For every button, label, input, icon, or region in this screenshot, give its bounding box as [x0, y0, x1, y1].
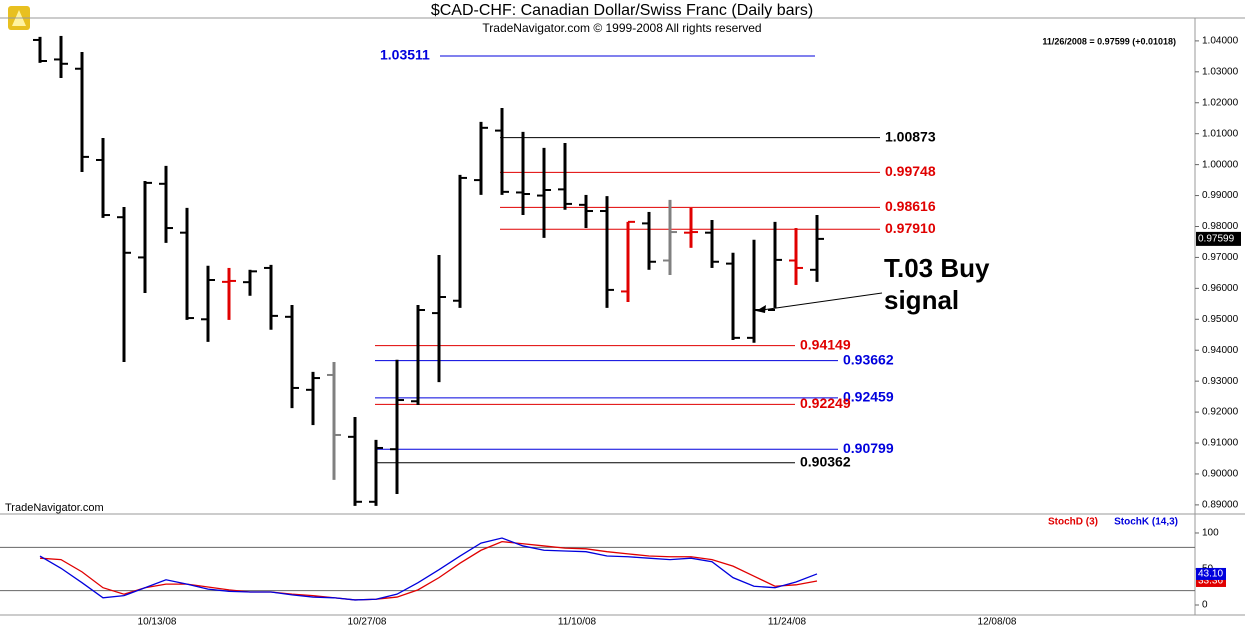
chart-title: $CAD-CHF: Canadian Dollar/Swiss Franc (D…: [431, 2, 813, 19]
level-label: 0.99748: [885, 163, 936, 179]
legend-label: StochD (3): [1048, 517, 1098, 528]
y-tick-label: 1.03000: [1202, 66, 1239, 77]
y-tick-label: 0.90000: [1202, 469, 1239, 480]
stoch-line: [39, 537, 818, 601]
value-label: 43.10: [1198, 569, 1223, 580]
x-tick-label: 12/08/08: [978, 617, 1017, 628]
y-tick-label: 1.00000: [1202, 159, 1239, 170]
y-tick-label: 0: [1202, 600, 1208, 611]
stoch-line: [39, 540, 818, 601]
y-tick-label: 100: [1202, 528, 1219, 539]
level-label: 0.90799: [843, 440, 894, 456]
y-tick-label: 1.04000: [1202, 36, 1239, 47]
header-info: 11/26/2008 = 0.97599 (+0.01018): [1042, 36, 1176, 46]
y-tick-label: 0.89000: [1202, 500, 1239, 511]
value-label: 33.36: [1198, 576, 1223, 587]
x-tick-label: 10/27/08: [348, 617, 387, 628]
level-label: 1.00873: [885, 128, 936, 144]
level-label: 0.92249: [800, 395, 851, 411]
last-price-label: 0.97599: [1198, 234, 1235, 245]
x-tick-label: 11/24/08: [768, 617, 807, 628]
y-tick-label: 0.95000: [1202, 314, 1239, 325]
annotation: T.03 Buy: [884, 253, 990, 283]
value-box: [1196, 567, 1226, 580]
level-label: 0.98616: [885, 198, 936, 214]
level-label: 0.92459: [843, 389, 894, 405]
y-tick-label: 1.01000: [1202, 128, 1239, 139]
chart-subtitle: TradeNavigator.com © 1999-2008 All right…: [482, 21, 761, 35]
y-tick-label: 0.91000: [1202, 438, 1239, 449]
level-label: 0.94149: [800, 336, 851, 352]
y-tick-label: 0.98000: [1202, 221, 1239, 232]
y-tick-label: 1.02000: [1202, 97, 1239, 108]
last-price-box: [1196, 231, 1241, 246]
legend-label: StochK (14,3): [1114, 517, 1178, 528]
y-tick-label: 0.94000: [1202, 345, 1239, 356]
level-label: 0.97910: [885, 220, 936, 236]
level-label: 1.03511: [380, 47, 430, 63]
level-label: 0.93662: [843, 351, 894, 367]
x-tick-label: 11/10/08: [558, 617, 597, 628]
y-tick-label: 0.97000: [1202, 252, 1239, 263]
annotation: signal: [884, 285, 959, 315]
x-tick-label: 10/13/08: [138, 617, 177, 628]
watermark: TradeNavigator.com: [5, 502, 104, 514]
y-tick-label: 0.92000: [1202, 407, 1239, 418]
annotation-arrow: [761, 292, 883, 311]
level-label: 0.90362: [800, 453, 851, 469]
y-tick-label: 0.99000: [1202, 190, 1239, 201]
y-tick-label: 0.96000: [1202, 283, 1239, 294]
y-tick-label: 0.93000: [1202, 376, 1239, 387]
